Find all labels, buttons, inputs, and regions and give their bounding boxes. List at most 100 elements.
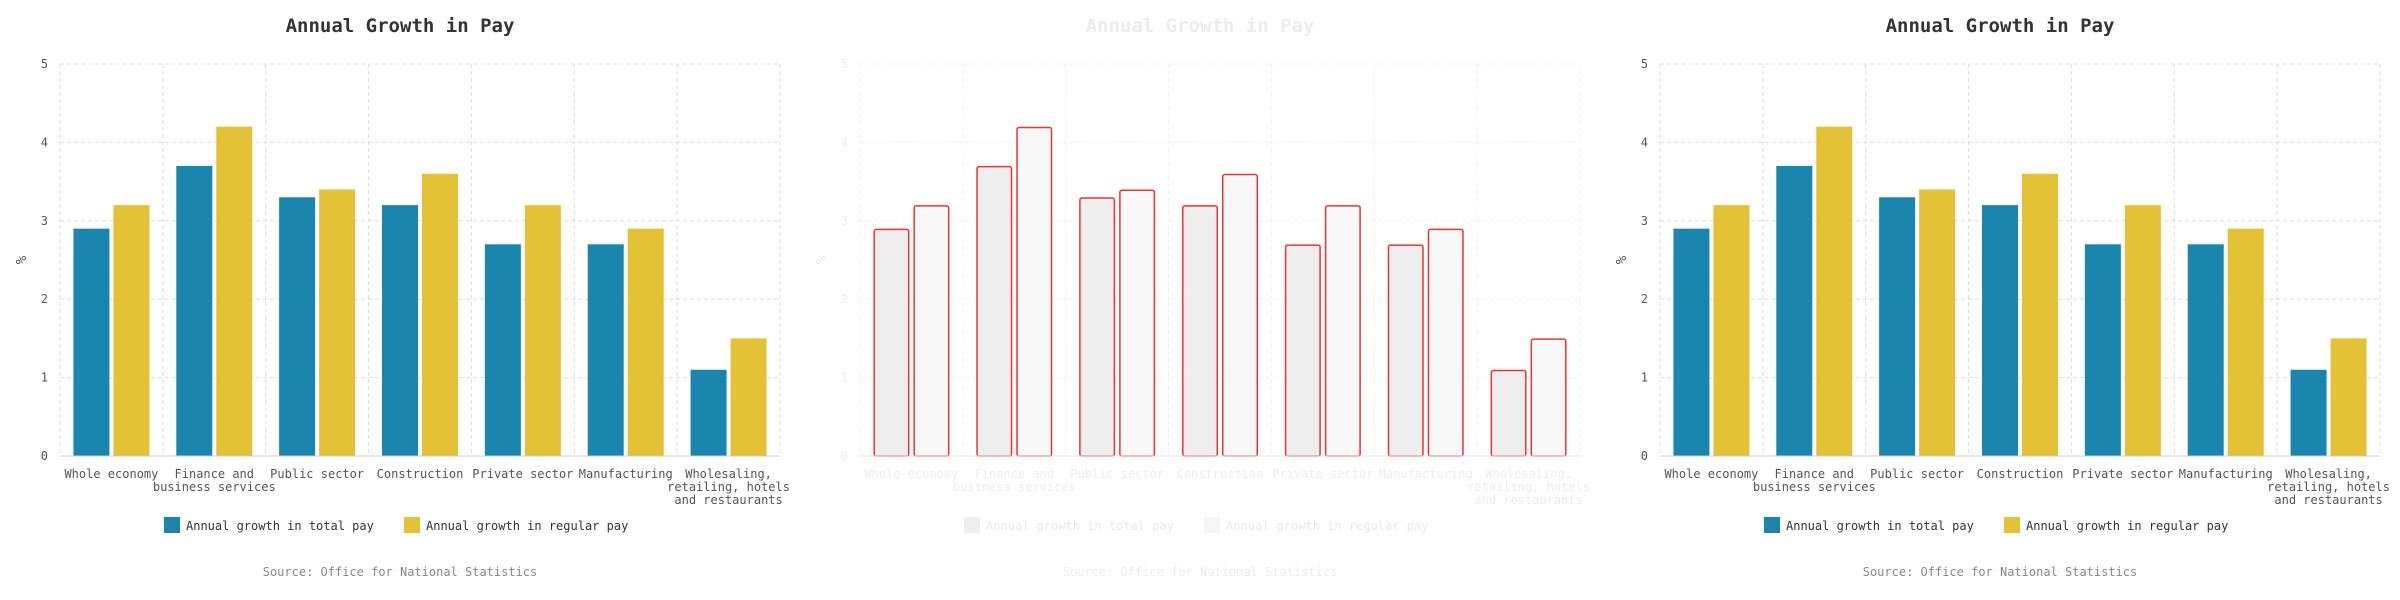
- x-tick-label: Manufacturing: [1379, 467, 1473, 481]
- y-tick-label: 0: [1641, 449, 1648, 463]
- y-tick-label: 4: [841, 135, 848, 149]
- x-tick-label: Public sector: [1070, 467, 1164, 481]
- source-note: Source: Office for National Statistics: [1063, 565, 1338, 579]
- y-axis-label: %: [1614, 255, 1630, 264]
- bar-series-2-7: [730, 338, 767, 456]
- bar-series-1-7: [690, 369, 727, 456]
- legend-label-2: Annual growth in regular pay: [1226, 519, 1428, 533]
- x-tick-label: and restaurants: [2274, 493, 2382, 507]
- x-tick-label: Finance and: [975, 467, 1054, 481]
- bar-series-2-2: [1816, 126, 1853, 456]
- bar-series-2-6: [2227, 228, 2264, 456]
- bar-series-1-4: [382, 205, 418, 456]
- y-tick-label: 5: [41, 57, 48, 71]
- x-tick-label: and restaurants: [1474, 493, 1582, 507]
- source-note: Source: Office for National Statistics: [1863, 565, 2138, 579]
- bar-series-1-2: [976, 165, 1013, 457]
- legend-label-1: Annual growth in total pay: [186, 519, 374, 533]
- bar-series-2-4: [1222, 173, 1258, 457]
- y-tick-label: 5: [841, 57, 848, 71]
- chart-panel-1: Annual Growth in Pay 0 1 2 3 4 5% Whole economy…: [0, 0, 800, 600]
- bar-series-2-4: [2022, 173, 2058, 456]
- bar-series-1-6: [2187, 244, 2224, 456]
- y-tick-label: 3: [841, 214, 848, 228]
- x-tick-label: business services: [953, 480, 1076, 494]
- legend-label-2: Annual growth in regular pay: [426, 519, 628, 533]
- x-tick-label: business services: [153, 480, 276, 494]
- x-tick-label: Wholesaling,: [2285, 467, 2372, 481]
- bar-series-1-7: [2290, 369, 2327, 456]
- x-tick-label: retailing, hotels: [1467, 480, 1590, 494]
- x-tick-label: Public sector: [270, 467, 364, 481]
- bar-series-1-6: [1387, 244, 1424, 457]
- bar-series-2-3: [1919, 189, 1956, 456]
- chart-title: Annual Growth in Pay: [1886, 15, 2115, 37]
- bar-series-1-2: [176, 165, 213, 457]
- bar-series-2-5: [524, 205, 561, 456]
- legend-swatch-1: [1764, 517, 1780, 533]
- y-tick-label: 2: [841, 292, 848, 306]
- bar-series-1-5: [2084, 244, 2121, 456]
- legend-label-1: Annual growth in total pay: [986, 519, 1174, 533]
- legend-swatch-2: [2004, 517, 2020, 533]
- x-tick-label: Wholesaling,: [1485, 467, 1572, 481]
- x-tick-label: Whole economy: [864, 467, 958, 481]
- bar-series-1-5: [1284, 244, 1321, 457]
- bar-series-1-4: [1982, 205, 2018, 456]
- bar-series-2-5: [2124, 205, 2161, 456]
- bar-series-1-1: [73, 228, 110, 456]
- y-tick-label: 1: [41, 371, 48, 385]
- bar-series-1-7: [1490, 369, 1527, 457]
- x-tick-label: Finance and: [1775, 467, 1854, 481]
- y-axis-label: %: [14, 255, 30, 264]
- bar-series-2-2: [216, 126, 253, 456]
- x-tick-label: Manufacturing: [2179, 467, 2273, 481]
- bar-series-2-4: [422, 173, 458, 456]
- bar-series-1-6: [587, 244, 624, 456]
- bar-series-2-2: [1016, 126, 1053, 457]
- chart-panel-2: Annual Growth in Pay 0 1 2 3 4 5% Whole economy…: [800, 0, 1600, 600]
- y-tick-label: 4: [41, 135, 48, 149]
- bar-series-1-1: [1673, 228, 1710, 456]
- bar-series-1-3: [1879, 197, 1916, 456]
- y-tick-label: 0: [841, 449, 848, 463]
- y-tick-label: 5: [1641, 57, 1648, 71]
- x-tick-label: Finance and: [175, 467, 254, 481]
- legend-swatch-2: [1204, 517, 1220, 533]
- x-tick-label: Construction: [1177, 467, 1264, 481]
- bar-series-2-1: [113, 205, 150, 456]
- x-tick-label: Manufacturing: [579, 467, 673, 481]
- chart-panel-3: Annual Growth in Pay 0 1 2 3 4 5% Whole economy…: [1600, 0, 2400, 600]
- bar-series-2-7: [2330, 338, 2367, 456]
- chart-2-svg: Annual Growth in Pay 0 1 2 3 4 5% Whole economy…: [814, 15, 1590, 579]
- chart-title: Annual Growth in Pay: [1086, 15, 1315, 37]
- y-axis-label: %: [814, 255, 830, 264]
- bar-series-1-5: [484, 244, 521, 456]
- bar-series-1-1: [873, 228, 910, 457]
- x-tick-label: Private sector: [1272, 467, 1373, 481]
- legend-swatch-2: [404, 517, 420, 533]
- legend-label-2: Annual growth in regular pay: [2026, 519, 2228, 533]
- bar-series-2-7: [1530, 338, 1567, 457]
- x-tick-label: retailing, hotels: [667, 480, 790, 494]
- bar-series-1-2: [1776, 165, 1813, 457]
- legend-swatch-1: [964, 517, 980, 533]
- bar-series-2-3: [1119, 189, 1156, 457]
- y-tick-label: 1: [841, 371, 848, 385]
- x-tick-label: retailing, hotels: [2267, 480, 2390, 494]
- y-tick-label: 3: [41, 214, 48, 228]
- x-tick-label: Wholesaling,: [685, 467, 772, 481]
- bar-series-2-3: [319, 189, 356, 456]
- bar-series-1-3: [1079, 197, 1116, 457]
- chart-1-svg: Annual Growth in Pay 0 1 2 3 4 5% Whole economy…: [14, 15, 790, 579]
- x-tick-label: Private sector: [472, 467, 573, 481]
- bar-series-2-1: [913, 205, 950, 457]
- x-tick-label: Private sector: [2072, 467, 2173, 481]
- y-tick-label: 2: [41, 292, 48, 306]
- x-tick-label: Construction: [1977, 467, 2064, 481]
- chart-3-svg: Annual Growth in Pay 0 1 2 3 4 5% Whole economy…: [1614, 15, 2390, 579]
- chart-title: Annual Growth in Pay: [286, 15, 515, 37]
- y-tick-label: 0: [41, 449, 48, 463]
- y-tick-label: 2: [1641, 292, 1648, 306]
- bar-series-2-6: [627, 228, 664, 456]
